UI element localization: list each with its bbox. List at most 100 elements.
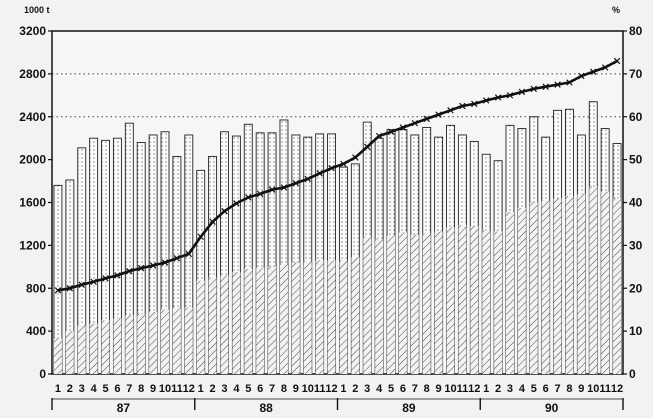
hatched-bar [137, 313, 146, 374]
share-marker [411, 119, 419, 127]
hatched-bar [53, 338, 62, 374]
left-axis: 0 400 800 1200 1600 2000 2400 2800 3200 [19, 24, 52, 381]
month-label: 12 [611, 383, 623, 395]
month-label: 8 [138, 383, 144, 395]
share-marker [280, 184, 288, 191]
share-marker [566, 79, 573, 86]
month-label: 9 [578, 383, 584, 395]
month-label: 12 [468, 383, 480, 395]
hatched-bar [601, 191, 610, 374]
hatched-bar [458, 225, 467, 374]
share-marker [506, 92, 514, 99]
right-tick-label: 10 [629, 324, 643, 338]
hatched-bar [184, 307, 193, 374]
share-marker [126, 267, 133, 275]
right-tick-label: 20 [629, 281, 643, 295]
left-tick-label: 1600 [19, 196, 46, 210]
share-marker [245, 194, 252, 201]
month-label: 7 [126, 383, 132, 395]
left-tick-label: 3200 [19, 24, 46, 38]
right-tick-label: 80 [629, 24, 643, 38]
hatched-bar [149, 311, 158, 374]
share-marker [316, 170, 323, 177]
hatched-bar [577, 193, 586, 374]
left-tick-label: 2400 [19, 110, 46, 124]
month-label: 3 [507, 383, 513, 395]
share-marker [554, 81, 561, 88]
share-marker [114, 272, 121, 279]
month-label: 12 [183, 383, 195, 395]
hatched-bar [494, 231, 503, 374]
share-marker [447, 107, 454, 114]
month-label: 2 [67, 383, 73, 395]
share-marker [304, 175, 311, 183]
hatched-bar [113, 318, 122, 374]
month-label: 9 [436, 383, 442, 395]
left-tick-label: 2800 [19, 67, 46, 81]
right-axis: 0 10 20 30 40 50 60 70 80 [623, 24, 643, 381]
right-tick-label: 70 [629, 67, 643, 81]
share-marker [268, 186, 276, 193]
share-marker [399, 124, 407, 131]
month-label: 7 [555, 383, 561, 395]
right-tick-label: 50 [629, 153, 643, 167]
month-label: 4 [233, 383, 240, 395]
month-label: 12 [325, 383, 337, 395]
share-marker [292, 179, 300, 187]
hatched-bar [398, 232, 407, 374]
share-marker [613, 57, 621, 65]
share-marker [161, 259, 169, 266]
hatched-bar [589, 186, 598, 374]
hatched-bar [327, 260, 336, 374]
hatched-bar [422, 233, 431, 374]
bars [53, 101, 622, 375]
month-label: 4 [519, 383, 526, 395]
share-marker [364, 143, 371, 150]
right-tick-label: 30 [629, 238, 643, 252]
hatched-bar [339, 260, 348, 374]
share-marker [54, 287, 62, 294]
share-marker [375, 132, 383, 140]
share-marker [209, 218, 216, 226]
share-marker [494, 94, 502, 101]
hatched-bar [256, 267, 265, 374]
share-line [54, 57, 621, 294]
gridlines [52, 73, 623, 118]
hatched-bar [517, 207, 526, 374]
month-label: 1 [198, 383, 204, 395]
share-marker [173, 255, 181, 262]
hatched-bar [529, 202, 538, 374]
share-marker [256, 190, 264, 198]
share-marker [221, 207, 228, 215]
share-marker [435, 111, 442, 118]
share-marker [530, 85, 538, 93]
share-marker [197, 233, 204, 241]
hatched-bar [482, 230, 491, 374]
hatched-bar [565, 196, 574, 374]
hatched-bar [351, 257, 360, 374]
share-line-path [57, 59, 618, 292]
month-label: 5 [245, 383, 251, 395]
hatched-bar [446, 227, 455, 374]
share-marker [518, 88, 526, 96]
hatched-bar [89, 323, 98, 374]
month-label: 8 [566, 383, 572, 395]
right-tick-label: 0 [629, 367, 636, 381]
share-marker [328, 164, 335, 172]
hatched-bar [279, 263, 288, 374]
share-marker [387, 128, 395, 135]
share-marker [340, 160, 347, 168]
year-label: 89 [402, 401, 416, 415]
right-unit-label: % [612, 5, 620, 15]
hatched-bar [232, 272, 241, 374]
year-label: 87 [117, 401, 131, 415]
month-label: 8 [281, 383, 287, 395]
month-label: 7 [269, 383, 275, 395]
month-label: 7 [412, 383, 418, 395]
share-marker [149, 262, 157, 269]
year-label: 90 [545, 401, 559, 415]
month-label: 4 [376, 383, 383, 395]
year-label: 88 [259, 401, 273, 415]
month-label: 6 [114, 383, 120, 395]
month-label: 3 [221, 383, 227, 395]
